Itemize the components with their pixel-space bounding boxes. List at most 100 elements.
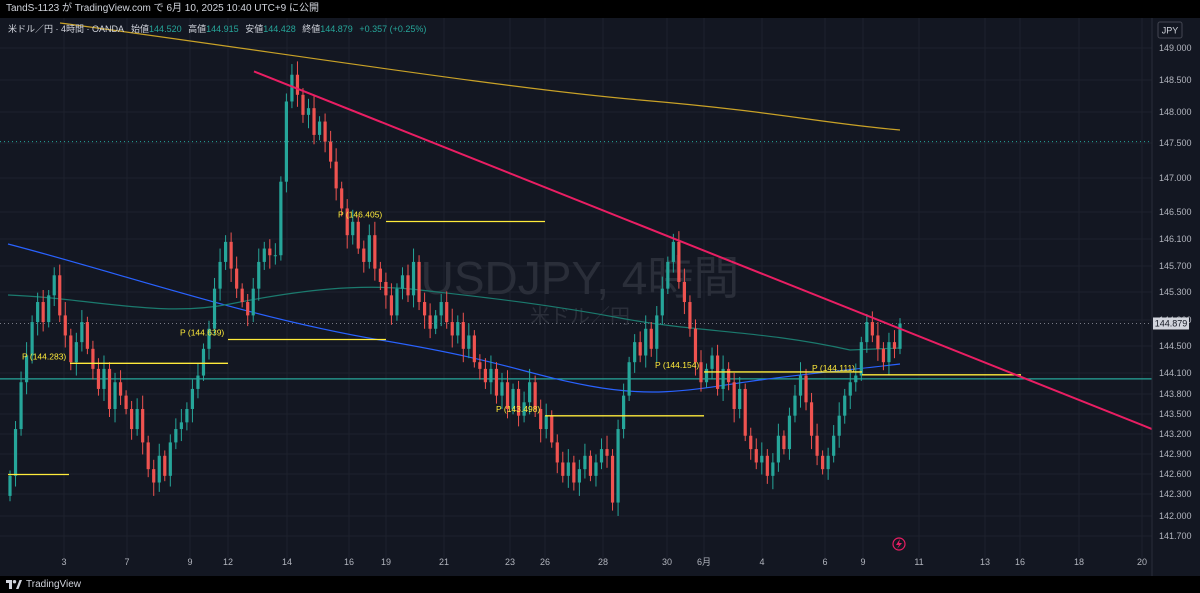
price-tick-label: 143.800 [1159,389,1192,399]
candle-body [251,288,255,316]
candle-body [809,402,814,436]
price-tick-label: 143.200 [1159,429,1192,439]
ma-orange-line [59,22,901,131]
candle-body [229,241,233,269]
pivot-label: P (144.111) [812,363,855,373]
candle-body [572,462,576,483]
symbol-name[interactable]: 米ドル／円 · 4時間 · OANDA [8,23,124,34]
candle-body [854,375,858,383]
candle-body [876,335,880,349]
pivot-label: P (144.639) [180,328,224,338]
candle-body [776,435,780,463]
candle-body [196,375,200,389]
candle-body [837,415,841,436]
time-tick-label: 6 [822,557,827,567]
candle-body [887,342,891,363]
time-tick-label: 18 [1074,557,1084,567]
candle-body [738,388,742,409]
candle-body [58,275,62,316]
close-label: 終値 [302,23,320,34]
ma-blue-line [7,243,901,393]
ohlc-legend: 米ドル／円 · 4時間 · OANDA 始値144.520 高値144.915 … [8,23,426,34]
tradingview-logo[interactable]: TradingView [6,576,81,593]
candle-body [616,429,620,503]
candle-body [815,435,819,456]
candle-body [284,101,288,182]
tradingview-logo-icon [6,580,22,589]
candle-body [727,368,731,383]
pivot-lines: P (144.283) P (144.639) P (146.405) P (143.… [8,209,1021,476]
candle-body [107,368,112,409]
candle-body [798,375,803,396]
candle-body [124,395,128,409]
candle-body [622,395,626,430]
candle-body [306,108,311,115]
candle-body [749,435,753,450]
candle-body [522,402,526,416]
candle-body [539,408,543,430]
candle-body [633,342,637,363]
candle-body [544,415,548,430]
candle-body [450,322,454,336]
price-chart[interactable]: USDJPY, 4時間 米ドル／円 P (144.283) P (144.639)… [0,18,1200,576]
price-tick-label: 146.100 [1159,234,1192,244]
candle-body [157,455,161,483]
candle-body [356,221,360,249]
candle-body [533,382,537,409]
candle-body [865,322,869,343]
candle-body [787,415,792,450]
candle-body [135,408,139,430]
time-tick-label: 16 [344,557,354,567]
candle-body [30,322,34,356]
candle-body [63,315,67,336]
candle-body [682,281,687,303]
grid [0,18,1152,558]
candle-body [207,328,211,349]
candle-body [400,275,405,289]
candle-body [69,335,73,363]
candle-body [892,342,897,349]
time-axis[interactable]: 3 7 9 12 14 16 19 21 23 26 28 30 6月 4 6 9 11 13 16 18 20 [61,557,1147,567]
time-tick-label: 9 [860,557,865,567]
currency-button[interactable] [1157,21,1183,39]
candle-body [638,342,642,356]
open-value: 144.520 [149,24,182,34]
candle-body [417,261,421,303]
candle-body [771,462,775,476]
candle-body [378,268,382,282]
candle-body [710,355,714,369]
candle-body [528,382,532,403]
candle-body [561,462,565,476]
candle-body [411,261,416,296]
candle-body [881,348,886,363]
candle-body [395,288,399,316]
close-value: 144.879 [320,24,353,34]
candle-body [627,362,631,396]
price-tick-label: 144.100 [1159,368,1192,378]
candle-body [389,295,394,316]
candle-body [859,342,863,376]
time-tick-label: 19 [381,557,391,567]
time-tick-label: 12 [223,557,233,567]
lightning-icon[interactable] [892,537,906,551]
chart-pane[interactable]: USDJPY, 4時間 米ドル／円 P (144.283) P (144.639)… [0,18,1200,576]
watermark-subtitle: 米ドル／円 [530,305,630,328]
candle-body [693,328,698,363]
price-tick-label: 147.000 [1159,173,1192,183]
candle-body [577,469,581,483]
time-tick-label: 6月 [697,557,711,567]
candle-body [218,261,222,289]
price-tick-label: 142.600 [1159,469,1192,479]
candle-body [262,248,266,262]
candle-body [185,408,189,423]
trendline-group[interactable] [253,70,1153,430]
candle-body [190,388,195,409]
candle-body [223,241,228,262]
time-tick-label: 26 [540,557,550,567]
candle-body [201,348,206,376]
last-price-value: 144.879 [1155,318,1188,328]
tradingview-brand: TradingView [26,579,82,590]
candle-body [550,415,554,443]
footer: TradingView [0,576,1200,593]
candle-body [655,315,659,349]
